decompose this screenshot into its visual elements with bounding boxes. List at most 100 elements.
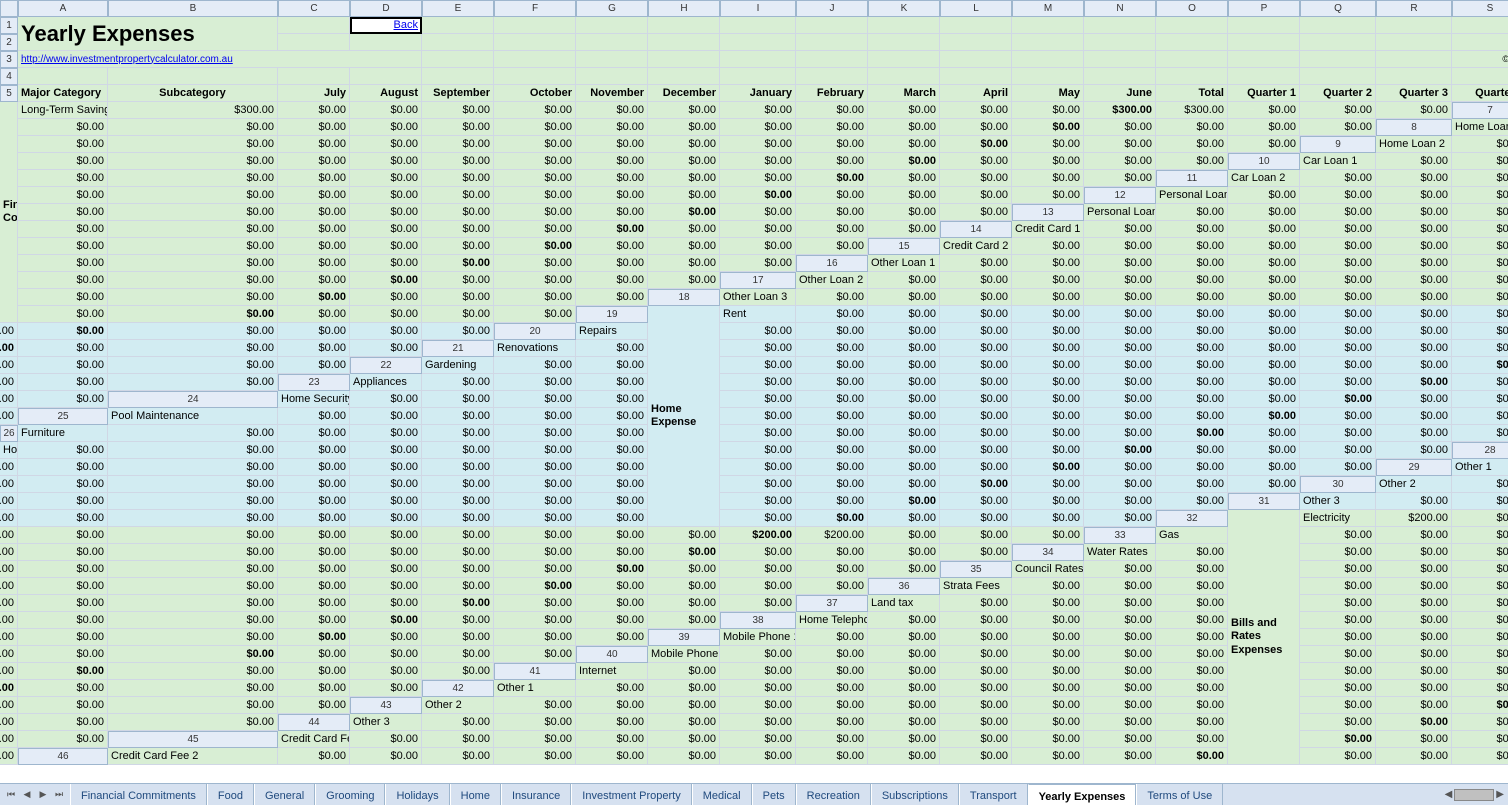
row-header[interactable]: 26: [0, 425, 18, 442]
value-cell[interactable]: $0.00: [648, 527, 720, 544]
row-header[interactable]: 40: [576, 646, 648, 663]
value-cell[interactable]: $0.00: [1452, 204, 1508, 221]
row-header[interactable]: 36: [868, 578, 940, 595]
value-cell[interactable]: $0.00: [1084, 306, 1156, 323]
value-cell[interactable]: $0.00: [1300, 187, 1376, 204]
back-link-cell[interactable]: Back: [350, 17, 422, 34]
value-cell[interactable]: $0.00: [494, 425, 576, 442]
value-cell[interactable]: $0.00: [1376, 187, 1452, 204]
col-header-I[interactable]: I: [720, 0, 796, 17]
value-cell[interactable]: $0.00: [1300, 714, 1376, 731]
value-cell[interactable]: $0.00: [278, 238, 350, 255]
value-cell[interactable]: $0.00: [18, 289, 108, 306]
value-cell[interactable]: $0.00: [422, 459, 494, 476]
value-cell[interactable]: $0.00: [0, 663, 18, 680]
value-cell[interactable]: $0.00: [1300, 323, 1376, 340]
value-cell[interactable]: $0.00: [422, 204, 494, 221]
value-cell[interactable]: $0.00: [1012, 697, 1084, 714]
value-cell[interactable]: $0.00: [494, 391, 576, 408]
cell[interactable]: [720, 34, 796, 51]
cell[interactable]: [1376, 51, 1452, 68]
value-cell[interactable]: $0.00: [350, 544, 422, 561]
value-cell[interactable]: $0.00: [108, 255, 278, 272]
cell[interactable]: [494, 68, 576, 85]
cell[interactable]: [576, 17, 648, 34]
value-cell[interactable]: $0.00: [1300, 374, 1376, 391]
cell[interactable]: [350, 68, 422, 85]
value-cell[interactable]: $0.00: [278, 561, 350, 578]
col-header-A[interactable]: A: [18, 0, 108, 17]
cell[interactable]: [1228, 51, 1300, 68]
value-cell[interactable]: $0.00: [494, 119, 576, 136]
sheet-tab[interactable]: General: [254, 784, 315, 805]
value-cell[interactable]: $0.00: [350, 493, 422, 510]
value-cell[interactable]: $0.00: [1452, 544, 1508, 561]
value-cell[interactable]: $0.00: [868, 374, 940, 391]
value-cell[interactable]: $0.00: [18, 527, 108, 544]
value-cell[interactable]: $0.00: [576, 425, 648, 442]
value-cell[interactable]: $0.00: [422, 748, 494, 765]
value-cell[interactable]: $0.00: [1300, 680, 1376, 697]
value-cell[interactable]: $0.00: [494, 510, 576, 527]
value-cell[interactable]: $0.00: [18, 510, 108, 527]
value-cell[interactable]: $0.00: [868, 459, 940, 476]
value-cell[interactable]: $0.00: [1156, 595, 1228, 612]
value-cell[interactable]: $0.00: [0, 510, 18, 527]
value-cell[interactable]: $0.00: [1376, 527, 1452, 544]
value-cell[interactable]: $0.00: [1084, 391, 1156, 408]
value-cell[interactable]: $0.00: [940, 391, 1012, 408]
value-cell[interactable]: $0.00: [350, 255, 422, 272]
value-cell[interactable]: $0.00: [494, 561, 576, 578]
col-header-K[interactable]: K: [868, 0, 940, 17]
value-cell[interactable]: $0.00: [940, 595, 1012, 612]
value-cell[interactable]: $0.00: [1452, 153, 1508, 170]
value-cell[interactable]: $0.00: [350, 153, 422, 170]
value-cell[interactable]: $0.00: [1452, 476, 1508, 493]
value-cell[interactable]: $0.00: [1012, 374, 1084, 391]
value-cell[interactable]: $0.00: [278, 119, 350, 136]
value-cell[interactable]: $0.00: [796, 663, 868, 680]
value-cell[interactable]: $0.00: [494, 374, 576, 391]
value-cell[interactable]: $0.00: [1376, 221, 1452, 238]
source-url-link[interactable]: http://www.investmentpropertycalculator.…: [21, 54, 233, 65]
col-header-J[interactable]: J: [796, 0, 868, 17]
value-cell[interactable]: $0.00: [1084, 255, 1156, 272]
value-cell[interactable]: $0.00: [18, 561, 108, 578]
value-cell[interactable]: $0.00: [350, 578, 422, 595]
sheet-tab[interactable]: Medical: [692, 784, 752, 805]
value-cell[interactable]: $0.00: [1084, 748, 1156, 765]
value-cell[interactable]: $0.00: [1156, 663, 1228, 680]
value-cell[interactable]: $0.00: [796, 442, 868, 459]
value-cell[interactable]: $0.00: [18, 119, 108, 136]
value-cell[interactable]: $0.00: [1376, 255, 1452, 272]
value-cell[interactable]: $0.00: [278, 204, 350, 221]
value-cell[interactable]: $0.00: [494, 459, 576, 476]
value-cell[interactable]: $0.00: [1228, 357, 1300, 374]
value-cell[interactable]: $0.00: [1228, 204, 1300, 221]
cell[interactable]: [18, 68, 108, 85]
value-cell[interactable]: $0.00: [720, 663, 796, 680]
value-cell[interactable]: $0.00: [1012, 323, 1084, 340]
value-cell[interactable]: $0.00: [940, 374, 1012, 391]
value-cell[interactable]: $0.00: [108, 204, 278, 221]
value-cell[interactable]: $0.00: [422, 153, 494, 170]
cell[interactable]: [422, 34, 494, 51]
value-cell[interactable]: $0.00: [1156, 544, 1228, 561]
value-cell[interactable]: $0.00: [18, 493, 108, 510]
value-cell[interactable]: $0.00: [1452, 323, 1508, 340]
value-cell[interactable]: $0.00: [108, 510, 278, 527]
value-cell[interactable]: $0.00: [422, 527, 494, 544]
row-header[interactable]: 45: [108, 731, 278, 748]
value-cell[interactable]: $0.00: [648, 680, 720, 697]
value-cell[interactable]: $0.00: [278, 748, 350, 765]
value-cell[interactable]: $0.00: [796, 629, 868, 646]
cell[interactable]: [796, 17, 868, 34]
value-cell[interactable]: $0.00: [796, 306, 868, 323]
cell[interactable]: [1156, 51, 1228, 68]
value-cell[interactable]: $0.00: [494, 442, 576, 459]
value-cell[interactable]: $0.00: [108, 561, 278, 578]
value-cell[interactable]: $0.00: [1012, 663, 1084, 680]
value-cell[interactable]: $0.00: [278, 595, 350, 612]
value-cell[interactable]: $0.00: [278, 459, 350, 476]
row-header[interactable]: 43: [350, 697, 422, 714]
